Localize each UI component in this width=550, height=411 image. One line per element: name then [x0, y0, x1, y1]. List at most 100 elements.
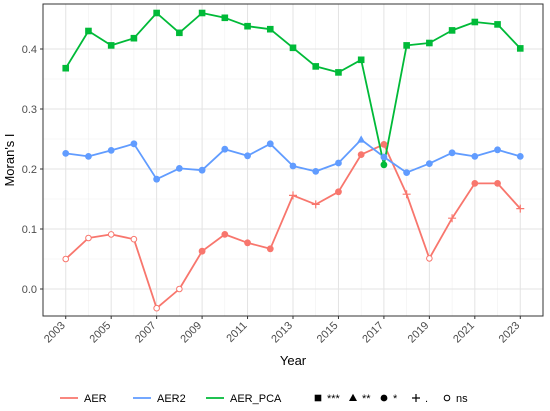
x-tick-label: 2021 — [451, 320, 477, 346]
data-point-aer2 — [289, 162, 297, 170]
data-point-aer_pca — [335, 69, 342, 76]
data-point-aer2 — [85, 153, 92, 160]
y-tick-label: 0.4 — [22, 44, 37, 56]
data-point-aer2 — [425, 160, 433, 168]
data-point-aer — [85, 234, 92, 242]
data-point-aer — [198, 247, 206, 255]
data-point-aer — [380, 141, 388, 148]
data-point-aer_pca — [289, 44, 297, 52]
data-point-aer — [311, 200, 320, 209]
legend-label-aer2: AER2 — [157, 393, 186, 405]
data-point-aer_pca — [357, 56, 365, 64]
legend-label-significance: . — [425, 393, 428, 405]
data-point-aer — [130, 235, 138, 243]
y-axis-title: Moran's I — [2, 133, 17, 186]
data-point-aer_pca — [448, 27, 456, 34]
y-tick-label: 0.2 — [22, 164, 37, 176]
data-point-aer_pca — [62, 64, 70, 72]
data-point-aer_pca — [85, 27, 92, 35]
data-point-aer — [266, 245, 274, 253]
data-point-aer2 — [403, 169, 411, 177]
data-point-aer — [494, 180, 501, 187]
data-point-aer2 — [266, 140, 274, 148]
series-points — [62, 9, 525, 312]
data-point-aer_pca — [107, 42, 115, 49]
data-point-aer2 — [357, 135, 366, 143]
data-point-aer_pca — [380, 161, 388, 169]
data-point-aer — [176, 285, 183, 293]
legend-shape-open-circle — [443, 394, 451, 402]
data-point-aer2 — [516, 153, 524, 160]
x-tick-label: 2007 — [133, 320, 159, 346]
legend-label-significance: * — [393, 393, 398, 405]
data-point-aer2 — [62, 150, 70, 157]
legend-label-significance: *** — [327, 393, 341, 405]
legend-shape-circle — [380, 394, 388, 402]
data-point-aer_pca — [176, 29, 183, 37]
legend-label-significance: ** — [362, 393, 371, 405]
data-point-aer2 — [175, 165, 183, 172]
data-point-aer_pca — [312, 63, 320, 70]
data-point-aer — [357, 151, 365, 159]
data-point-aer — [448, 214, 457, 223]
grid-minor — [43, 4, 543, 316]
data-point-aer_pca — [403, 42, 410, 49]
x-axis-title: Year — [280, 353, 307, 368]
data-point-aer — [153, 304, 160, 312]
data-point-aer_pca — [221, 14, 229, 22]
data-point-aer_pca — [266, 25, 274, 33]
data-point-aer2 — [494, 146, 501, 154]
data-point-aer2 — [130, 140, 138, 148]
data-point-aer — [62, 255, 70, 263]
x-tick-label: 2019 — [406, 320, 432, 346]
data-point-aer2 — [335, 159, 342, 167]
legend-series: AER AER2 AER_PCA — [60, 393, 282, 405]
data-point-aer — [426, 255, 433, 262]
data-point-aer2 — [153, 175, 161, 183]
data-point-aer — [402, 190, 411, 199]
legend-label-aer_pca: AER_PCA — [230, 393, 282, 405]
legend-shape-square — [314, 394, 322, 402]
data-point-aer2 — [244, 152, 251, 160]
data-point-aer_pca — [130, 34, 138, 42]
x-tick-label: 2015 — [315, 320, 341, 346]
data-point-aer_pca — [198, 9, 206, 17]
legend-significance: *** ** *. ns — [314, 393, 468, 405]
data-point-aer2 — [312, 168, 320, 175]
data-point-aer2 — [221, 145, 229, 153]
x-tick-label: 2005 — [88, 320, 114, 346]
legend-label-significance: ns — [456, 393, 468, 405]
x-tick-label: 2009 — [178, 320, 204, 346]
legend-shape-triangle — [349, 393, 357, 401]
x-tick-label: 2013 — [269, 320, 295, 346]
data-point-aer2 — [107, 147, 115, 154]
data-point-aer — [221, 231, 229, 238]
data-point-aer_pca — [494, 21, 501, 28]
data-point-aer_pca — [153, 9, 160, 17]
data-point-aer — [244, 239, 251, 247]
data-point-aer2 — [471, 153, 479, 160]
data-point-aer2 — [380, 153, 388, 161]
y-tick-label: 0.0 — [22, 284, 37, 296]
data-point-aer — [335, 188, 342, 196]
data-point-aer_pca — [516, 45, 524, 52]
legend-shape-plus — [412, 394, 420, 402]
y-tick-label: 0.1 — [22, 224, 37, 236]
legend-label-aer: AER — [84, 393, 107, 405]
data-point-aer2 — [448, 149, 456, 157]
x-tick-label: 2017 — [360, 320, 386, 346]
data-point-aer — [289, 191, 297, 200]
x-tick-label: 2003 — [42, 320, 68, 346]
x-axis: 2003 2005 2007 2009 2011 2013 2015 2017 2019 2021… — [42, 316, 522, 345]
data-point-aer2 — [198, 166, 206, 174]
data-point-aer_pca — [471, 18, 479, 26]
data-point-aer_pca — [426, 39, 433, 47]
data-point-aer_pca — [244, 22, 251, 30]
x-tick-label: 2023 — [497, 320, 523, 346]
data-point-aer — [471, 180, 479, 187]
y-tick-label: 0.3 — [22, 104, 37, 116]
data-point-aer — [516, 204, 525, 213]
data-point-aer — [107, 231, 115, 238]
x-tick-label: 2011 — [224, 320, 249, 345]
